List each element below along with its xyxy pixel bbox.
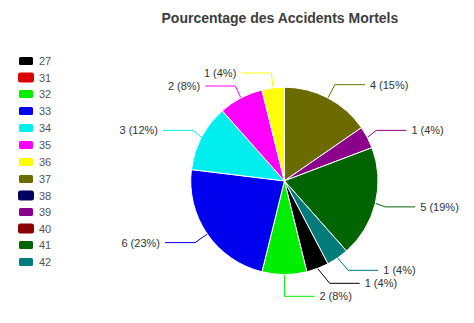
svg-text:34: 34 [39, 122, 51, 134]
svg-text:5 (19%): 5 (19%) [420, 201, 459, 213]
svg-text:2 (8%): 2 (8%) [168, 80, 200, 92]
svg-text:1 (4%): 1 (4%) [383, 264, 415, 276]
svg-text:1 (4%): 1 (4%) [365, 277, 397, 289]
svg-text:36: 36 [39, 156, 51, 168]
svg-text:3 (12%): 3 (12%) [119, 124, 158, 136]
svg-text:32: 32 [39, 88, 51, 100]
svg-text:33: 33 [39, 105, 51, 117]
svg-text:38: 38 [39, 190, 51, 202]
svg-text:1 (4%): 1 (4%) [411, 124, 443, 136]
svg-text:6 (23%): 6 (23%) [121, 237, 160, 249]
svg-text:31: 31 [39, 72, 51, 84]
svg-text:40: 40 [39, 223, 51, 235]
svg-text:35: 35 [39, 139, 51, 151]
svg-text:41: 41 [39, 239, 51, 251]
svg-text:42: 42 [39, 256, 51, 268]
svg-text:27: 27 [39, 55, 51, 67]
svg-text:1 (4%): 1 (4%) [204, 67, 236, 79]
svg-text:4 (15%): 4 (15%) [370, 79, 409, 91]
svg-text:37: 37 [39, 173, 51, 185]
svg-text:2 (8%): 2 (8%) [319, 290, 351, 302]
svg-text:Pourcentage des Accidents Mort: Pourcentage des Accidents Mortels [162, 10, 399, 26]
svg-text:39: 39 [39, 206, 51, 218]
